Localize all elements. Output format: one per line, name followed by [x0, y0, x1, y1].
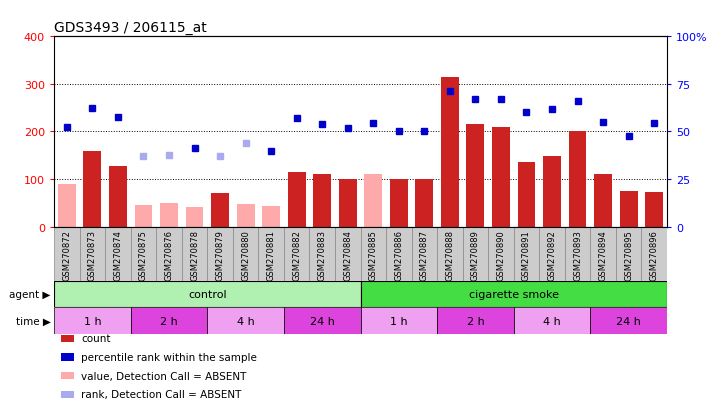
Text: GSM270895: GSM270895 — [624, 230, 633, 280]
Bar — [645, 193, 663, 227]
Bar — [211, 194, 229, 227]
Bar — [569, 132, 586, 227]
Text: 2 h: 2 h — [466, 316, 485, 326]
Text: GSM270880: GSM270880 — [241, 230, 250, 280]
Bar — [594, 175, 612, 227]
Text: 1 h: 1 h — [84, 316, 101, 326]
Text: GSM270886: GSM270886 — [394, 230, 403, 281]
FancyBboxPatch shape — [360, 227, 386, 281]
Bar — [364, 175, 382, 227]
Text: GSM270874: GSM270874 — [113, 230, 123, 280]
Bar — [236, 204, 255, 227]
Text: GSM270884: GSM270884 — [343, 230, 353, 280]
Text: GSM270889: GSM270889 — [471, 230, 480, 280]
Text: 4 h: 4 h — [543, 316, 561, 326]
Text: 1 h: 1 h — [390, 316, 407, 326]
Bar — [390, 180, 408, 227]
FancyBboxPatch shape — [182, 227, 208, 281]
FancyBboxPatch shape — [79, 227, 105, 281]
FancyBboxPatch shape — [360, 281, 667, 308]
Text: 2 h: 2 h — [160, 316, 178, 326]
FancyBboxPatch shape — [54, 281, 360, 308]
FancyBboxPatch shape — [258, 227, 284, 281]
Text: GSM270893: GSM270893 — [573, 230, 582, 280]
FancyBboxPatch shape — [488, 227, 513, 281]
Bar — [619, 192, 637, 227]
Text: control: control — [188, 289, 226, 299]
FancyBboxPatch shape — [208, 308, 284, 335]
Bar — [185, 207, 203, 227]
Text: GSM270888: GSM270888 — [446, 230, 454, 281]
Bar — [109, 166, 127, 227]
FancyBboxPatch shape — [590, 308, 667, 335]
Text: value, Detection Call = ABSENT: value, Detection Call = ABSENT — [81, 371, 247, 381]
Text: GSM270892: GSM270892 — [547, 230, 557, 280]
FancyBboxPatch shape — [335, 227, 360, 281]
Text: percentile rank within the sample: percentile rank within the sample — [81, 352, 257, 362]
FancyBboxPatch shape — [513, 227, 539, 281]
Text: GSM270885: GSM270885 — [368, 230, 378, 280]
FancyBboxPatch shape — [565, 227, 590, 281]
Bar — [84, 151, 102, 227]
Text: GSM270883: GSM270883 — [318, 230, 327, 281]
FancyBboxPatch shape — [131, 308, 208, 335]
Bar — [58, 184, 76, 227]
FancyBboxPatch shape — [513, 308, 590, 335]
Text: rank, Detection Call = ABSENT: rank, Detection Call = ABSENT — [81, 389, 242, 399]
Bar — [466, 125, 485, 227]
FancyBboxPatch shape — [54, 227, 79, 281]
FancyBboxPatch shape — [208, 227, 233, 281]
FancyBboxPatch shape — [284, 227, 309, 281]
FancyBboxPatch shape — [105, 227, 131, 281]
Text: GSM270873: GSM270873 — [88, 230, 97, 281]
Bar — [160, 204, 178, 227]
Text: GSM270891: GSM270891 — [522, 230, 531, 280]
Bar — [313, 175, 331, 227]
Text: 24 h: 24 h — [310, 316, 335, 326]
FancyBboxPatch shape — [156, 227, 182, 281]
FancyBboxPatch shape — [131, 227, 156, 281]
Text: 4 h: 4 h — [236, 316, 255, 326]
Text: GSM270875: GSM270875 — [139, 230, 148, 280]
FancyBboxPatch shape — [233, 227, 258, 281]
Text: count: count — [81, 334, 111, 344]
Bar — [518, 163, 536, 227]
FancyBboxPatch shape — [309, 227, 335, 281]
Text: GDS3493 / 206115_at: GDS3493 / 206115_at — [54, 21, 207, 35]
FancyBboxPatch shape — [539, 227, 565, 281]
Text: 24 h: 24 h — [616, 316, 641, 326]
FancyBboxPatch shape — [386, 227, 412, 281]
Text: GSM270878: GSM270878 — [190, 230, 199, 281]
Text: GSM270872: GSM270872 — [62, 230, 71, 280]
Text: GSM270879: GSM270879 — [216, 230, 224, 280]
Bar — [492, 127, 510, 227]
Bar — [415, 180, 433, 227]
FancyBboxPatch shape — [616, 227, 642, 281]
FancyBboxPatch shape — [54, 308, 131, 335]
Text: agent ▶: agent ▶ — [9, 289, 50, 299]
Text: GSM270882: GSM270882 — [292, 230, 301, 280]
FancyBboxPatch shape — [437, 308, 513, 335]
Text: GSM270890: GSM270890 — [497, 230, 505, 280]
Bar — [339, 180, 357, 227]
Bar — [288, 173, 306, 227]
Text: cigarette smoke: cigarette smoke — [469, 289, 559, 299]
Bar — [543, 157, 561, 227]
FancyBboxPatch shape — [284, 308, 360, 335]
Text: time ▶: time ▶ — [16, 316, 50, 326]
Text: GSM270894: GSM270894 — [598, 230, 608, 280]
FancyBboxPatch shape — [360, 308, 437, 335]
FancyBboxPatch shape — [642, 227, 667, 281]
Bar — [441, 78, 459, 227]
Text: GSM270887: GSM270887 — [420, 230, 429, 281]
Text: GSM270881: GSM270881 — [267, 230, 275, 280]
Bar — [135, 206, 152, 227]
Bar — [262, 206, 280, 227]
FancyBboxPatch shape — [463, 227, 488, 281]
FancyBboxPatch shape — [437, 227, 463, 281]
Text: GSM270876: GSM270876 — [164, 230, 174, 281]
FancyBboxPatch shape — [412, 227, 437, 281]
FancyBboxPatch shape — [590, 227, 616, 281]
Text: GSM270896: GSM270896 — [650, 230, 659, 280]
